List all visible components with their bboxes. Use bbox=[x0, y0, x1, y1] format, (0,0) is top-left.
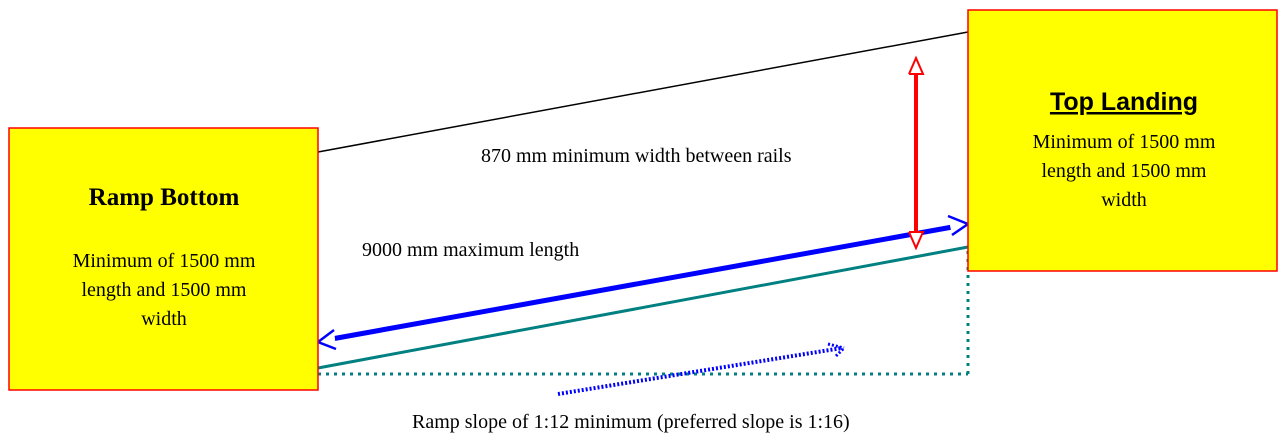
top-landing-box: Top Landing Minimum of 1500 mm length an… bbox=[967, 9, 1278, 272]
ramp-surface-line bbox=[317, 245, 969, 370]
max-length-label: 9000 mm maximum length bbox=[362, 239, 579, 261]
length-arrow bbox=[315, 214, 971, 351]
top-landing-line1: Minimum of 1500 mm bbox=[1033, 131, 1216, 153]
top-landing-line3: width bbox=[1101, 189, 1147, 211]
width-between-rails-label: 870 mm minimum width between rails bbox=[481, 145, 792, 167]
top-landing-line2: length and 1500 mm bbox=[1042, 160, 1207, 182]
slope-label: Ramp slope of 1:12 minimum (preferred sl… bbox=[412, 411, 850, 433]
ramp-bottom-line2: length and 1500 mm bbox=[82, 279, 247, 301]
ramp-bottom-line1: Minimum of 1500 mm bbox=[73, 250, 256, 272]
top-landing-title: Top Landing bbox=[1050, 88, 1198, 116]
ramp-bottom-title: Ramp Bottom bbox=[89, 184, 240, 211]
ramp-bottom-line3: width bbox=[141, 308, 187, 330]
ramp-bottom-box: Ramp Bottom Minimum of 1500 mm length an… bbox=[8, 127, 319, 391]
width-arrow bbox=[908, 55, 925, 251]
slope-dashed-indicator bbox=[557, 342, 846, 396]
upper-rail-line bbox=[317, 31, 969, 153]
